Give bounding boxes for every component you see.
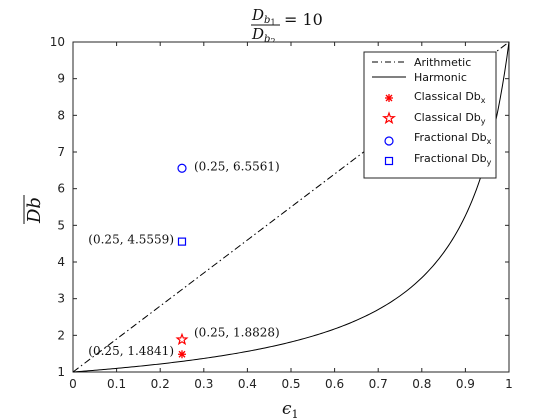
x-tick-label: 0.6 <box>325 377 344 391</box>
x-tick-label: 0.5 <box>281 377 300 391</box>
legend-harmonic-label: Harmonic <box>414 71 467 84</box>
point-fractional-db-y-label: (0.25, 4.5559) <box>88 233 174 247</box>
y-tick-label: 7 <box>57 145 65 159</box>
data-points: (0.25, 1.4841) (0.25, 1.8828) (0.25, 6.556… <box>88 159 280 359</box>
y-axis-label: Db <box>23 195 45 224</box>
legend-classical-x-marker <box>385 94 393 102</box>
x-tick-label: 0.7 <box>369 377 388 391</box>
y-tick-label: 4 <box>57 255 65 269</box>
y-tick-label: 5 <box>57 218 65 232</box>
point-classical-db-y-label: (0.25, 1.8828) <box>194 326 280 340</box>
x-tick-label: 0.8 <box>412 377 431 391</box>
legend-fractional-y-marker <box>384 156 394 166</box>
point-classical-db-x-label: (0.25, 1.4841) <box>88 344 174 358</box>
x-tick-label: 0.3 <box>194 377 213 391</box>
point-fractional-db-x-marker <box>177 163 187 173</box>
y-tick-label: 2 <box>57 328 65 342</box>
x-tick-label: 0.4 <box>238 377 257 391</box>
point-fractional-db-x-label: (0.25, 6.5561) <box>194 159 280 173</box>
point-classical-db-x-marker <box>178 350 186 359</box>
y-tick-label: 10 <box>50 35 65 49</box>
legend-classical-x-label: Classical Dbx <box>414 90 486 105</box>
legend-classical-y-marker <box>381 111 397 125</box>
title-rhs: = 10 <box>284 10 323 29</box>
point-fractional-db-y-marker <box>177 237 187 246</box>
asterisk-stroke <box>178 350 186 358</box>
x-tick-label: 0.2 <box>151 377 170 391</box>
legend-arithmetic-label: Arithmetic <box>414 56 471 69</box>
x-tick-label: 1 <box>505 377 513 391</box>
y-axis-label-text: Db <box>24 197 45 224</box>
legend-fractional-x-marker <box>384 136 394 146</box>
y-tick-label: 8 <box>57 108 65 122</box>
legend-fractional-x-label: Fractional Dbx <box>414 131 492 146</box>
y-tick-label: 6 <box>57 182 65 196</box>
point-classical-db-y-marker <box>175 332 189 346</box>
axis-ticks: 0 0.1 0.2 0.3 0.4 0.5 0.6 0.7 0.8 0.9 1 1 2 3 4 5 6 7 8 9 10 <box>50 35 513 391</box>
x-tick-label: 0 <box>69 377 77 391</box>
legend-classical-y-label: Classical Dby <box>414 111 486 126</box>
x-axis-label: ϵ1 <box>282 399 299 420</box>
series-harmonic-line <box>72 41 510 373</box>
y-tick-label: 3 <box>57 292 65 306</box>
title-numerator: Db1 <box>251 6 276 27</box>
y-tick-label: 9 <box>57 72 65 86</box>
x-tick-label: 0.9 <box>456 377 475 391</box>
x-tick-label: 0.1 <box>107 377 126 391</box>
legend: Arithmetic Harmonic Classical Dbx Classi… <box>363 51 497 179</box>
y-tick-label: 1 <box>57 365 65 379</box>
legend-fractional-y-label: Fractional Dby <box>414 152 492 167</box>
